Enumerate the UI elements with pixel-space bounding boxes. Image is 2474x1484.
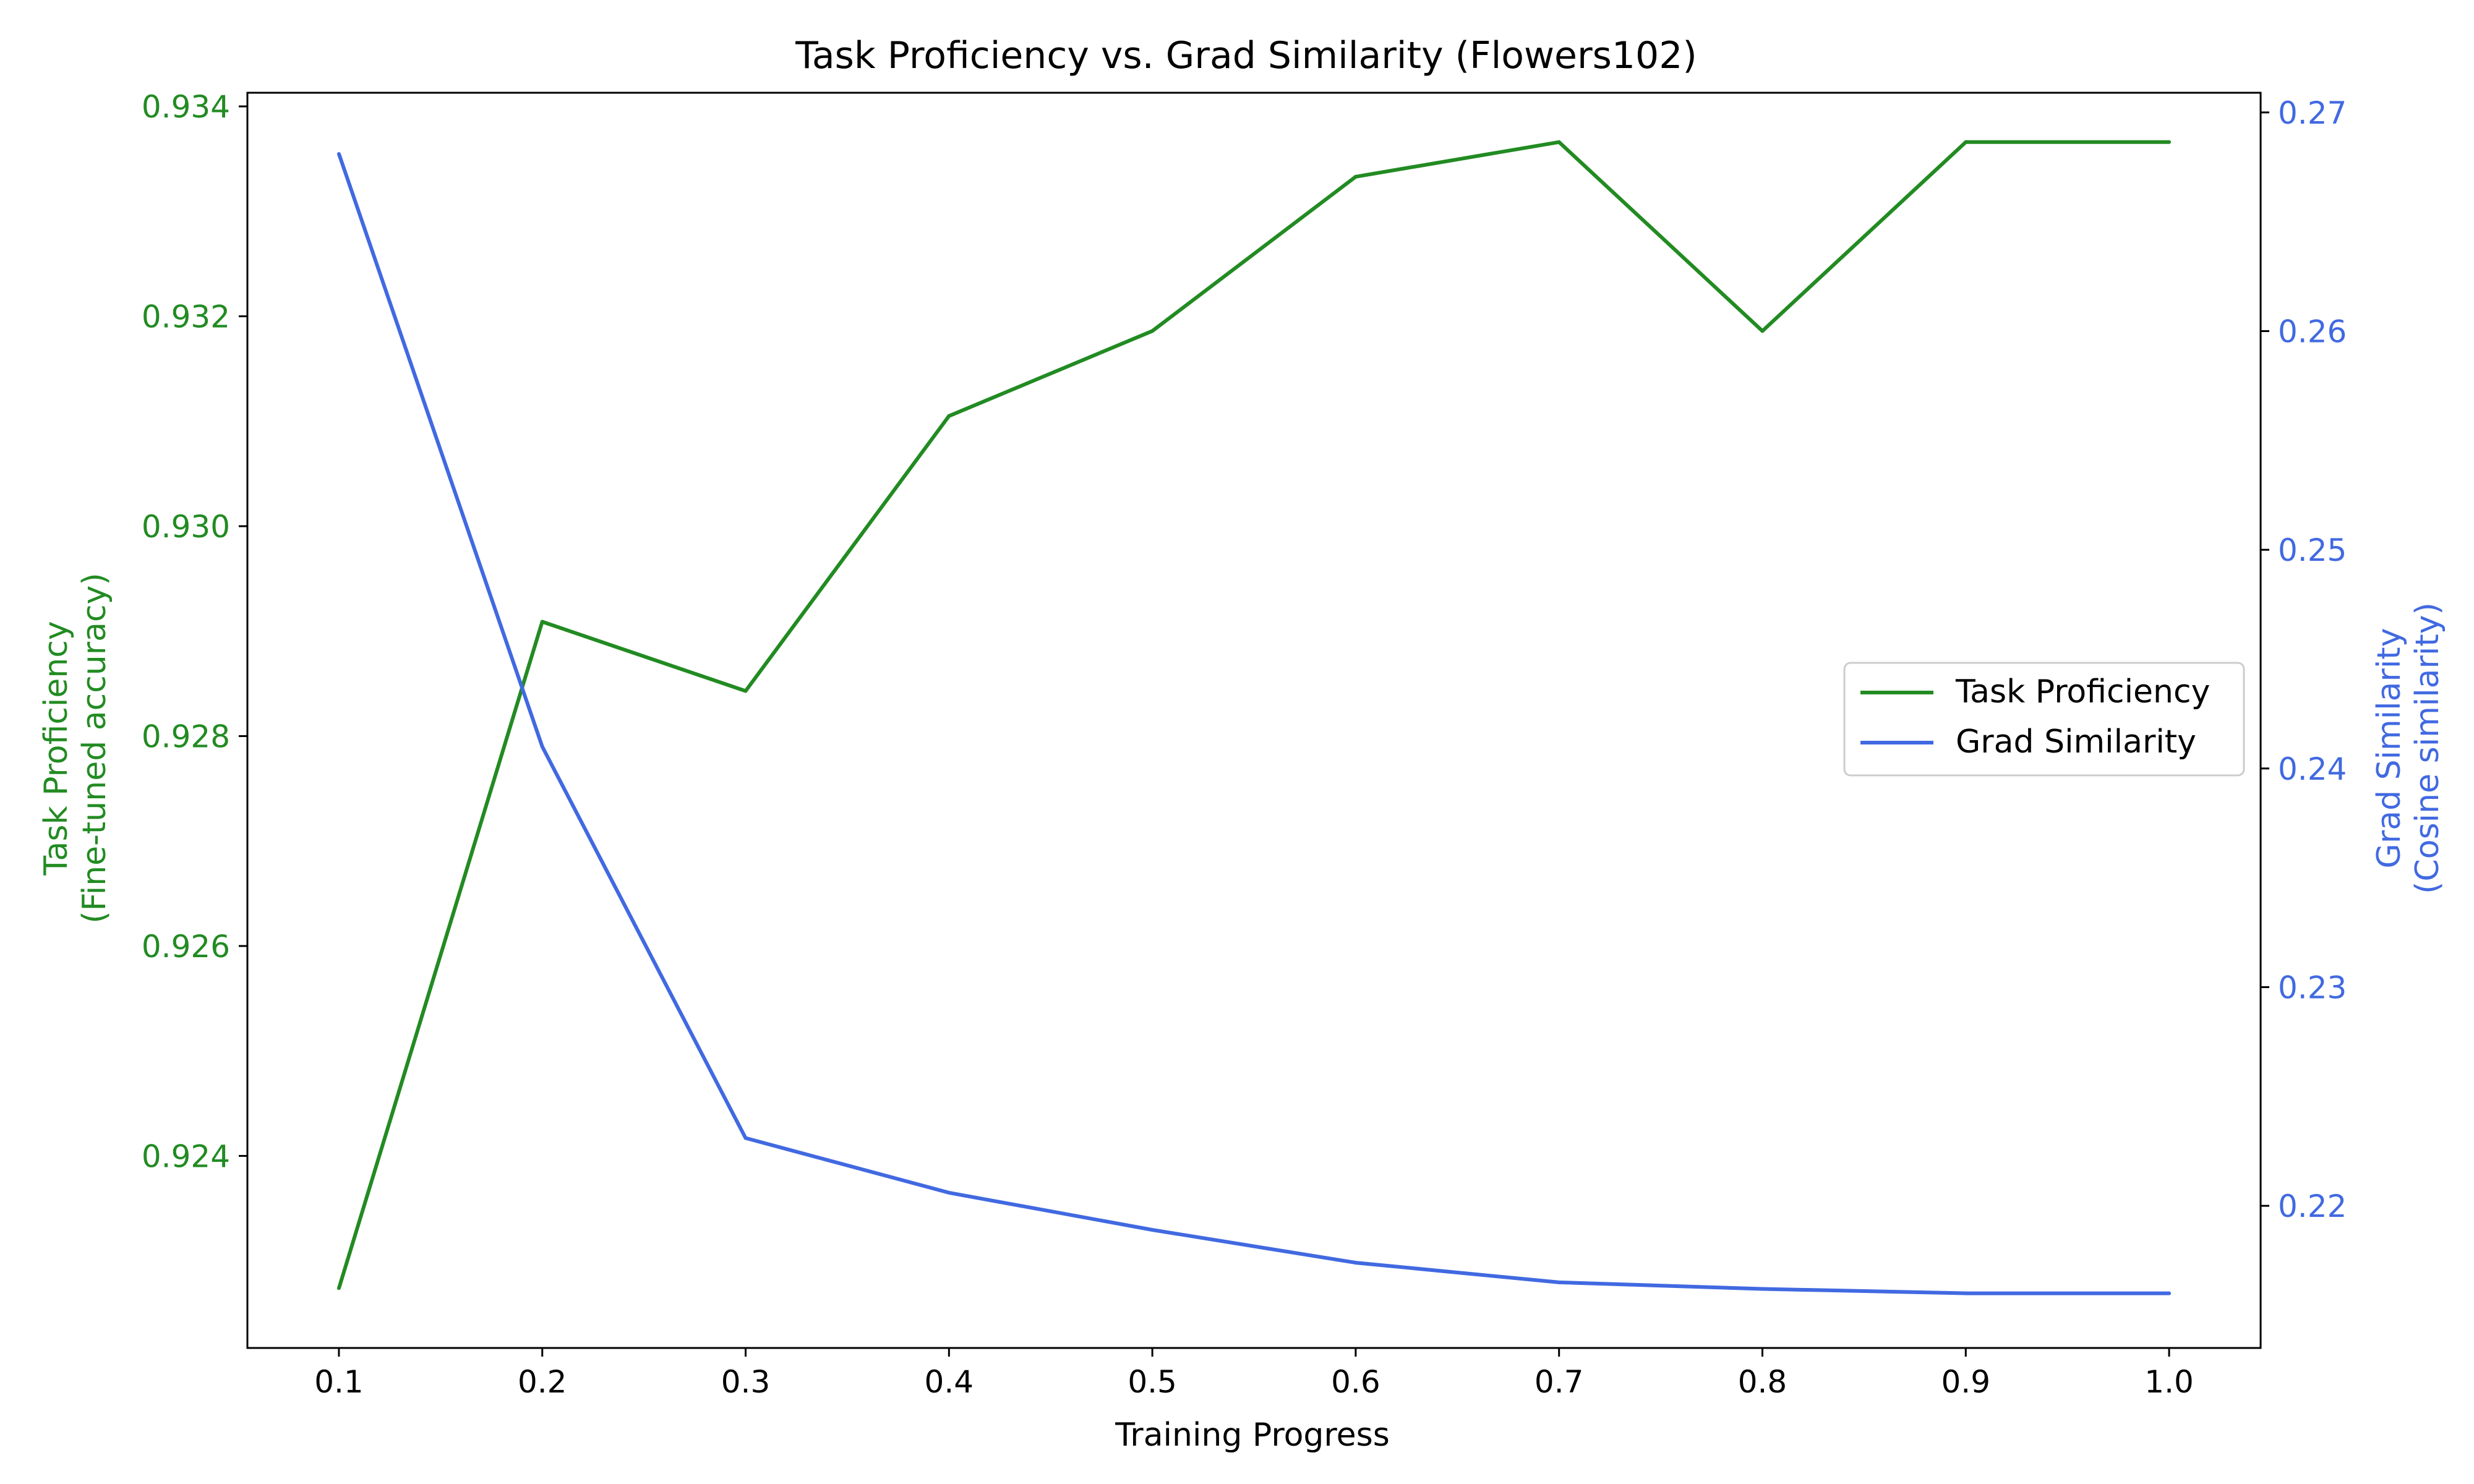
y-right-axis-label-line-2: (Cosine similarity) [2409,602,2446,894]
x-tick-label: 0.3 [721,1364,771,1400]
x-tick-label: 1.0 [2144,1364,2194,1400]
legend-label-task-proficiency: Task Proficiency [1955,673,2210,710]
data-point-task-proficiency [336,1286,341,1290]
data-point-task-proficiency [2167,140,2172,144]
data-point-grad-similarity [1760,1287,1765,1291]
data-point-task-proficiency [947,414,951,418]
data-point-task-proficiency [1964,140,1968,144]
x-tick-label: 0.1 [314,1364,364,1400]
y-left-axis-ticks: 0.924 0.926 0.928 0.930 0.932 0.934 [142,89,247,1174]
legend: Task Proficiency Grad Similarity [1843,662,2245,777]
data-point-grad-similarity [336,152,341,156]
data-point-grad-similarity [743,1136,748,1140]
data-point-grad-similarity [947,1190,951,1195]
y-left-axis-label: Task Proficiency (Fine-tuned accuracy) [38,573,113,923]
series-line-task-proficiency [337,140,2169,1289]
y-right-tick-label: 0.26 [2278,313,2347,349]
y-right-tick-label: 0.25 [2278,532,2347,568]
y-left-tick-label: 0.934 [142,89,230,125]
y-right-axis-ticks: 0.22 0.23 0.24 0.25 0.26 0.27 [2261,95,2347,1224]
y-right-axis-label: Grad Similarity (Cosine similarity) [2371,602,2446,894]
y-right-axis-label-line-1: Grad Similarity [2371,628,2408,869]
data-point-task-proficiency [1760,329,1765,333]
y-right-tick-label: 0.23 [2278,970,2347,1005]
data-point-grad-similarity [1964,1291,1968,1295]
data-point-grad-similarity [1150,1228,1155,1232]
x-tick-label: 0.7 [1534,1364,1584,1400]
data-point-grad-similarity [540,744,544,749]
y-left-tick-label: 0.924 [142,1138,230,1174]
data-point-grad-similarity [1557,1280,1561,1284]
series-line-grad-similarity [337,153,2169,1295]
x-tick-label: 0.6 [1331,1364,1380,1400]
x-tick-label: 0.5 [1128,1364,1177,1400]
chart-title: Task Proficiency vs. Grad Similarity (Fl… [795,34,1697,77]
legend-box [1843,662,2245,777]
data-point-task-proficiency [743,689,748,693]
y-left-tick-label: 0.928 [142,719,230,754]
data-point-task-proficiency [1150,329,1155,333]
y-right-tick-label: 0.24 [2278,751,2347,787]
x-tick-label: 0.8 [1738,1364,1787,1400]
data-point-grad-similarity [1353,1261,1358,1265]
y-right-tick-label: 0.22 [2278,1188,2347,1224]
x-tick-label: 0.9 [1941,1364,1990,1400]
data-point-grad-similarity [2167,1291,2172,1295]
plot-area-border [246,92,2262,1349]
x-tick-label: 0.2 [518,1364,567,1400]
y-left-axis-label-line-2: (Fine-tuned accuracy) [76,573,113,923]
x-axis-label: Training Progress [1115,1417,1390,1454]
y-left-tick-label: 0.930 [142,509,230,545]
x-axis-ticks: 0.1 0.2 0.3 0.4 0.5 0.6 0.7 0.8 0.9 1.0 [314,1348,2194,1400]
y-left-axis-label-line-1: Task Proficiency [38,621,75,876]
plot-frame [246,92,2262,1349]
data-point-task-proficiency [1353,174,1358,179]
y-left-tick-label: 0.926 [142,929,230,965]
y-right-tick-label: 0.27 [2278,95,2347,131]
y-left-tick-label: 0.932 [142,299,230,335]
legend-label-grad-similarity: Grad Similarity [1956,723,2196,761]
data-point-task-proficiency [540,620,544,624]
x-tick-label: 0.4 [925,1364,974,1400]
series-layer [336,140,2172,1295]
data-point-task-proficiency [1557,140,1561,144]
